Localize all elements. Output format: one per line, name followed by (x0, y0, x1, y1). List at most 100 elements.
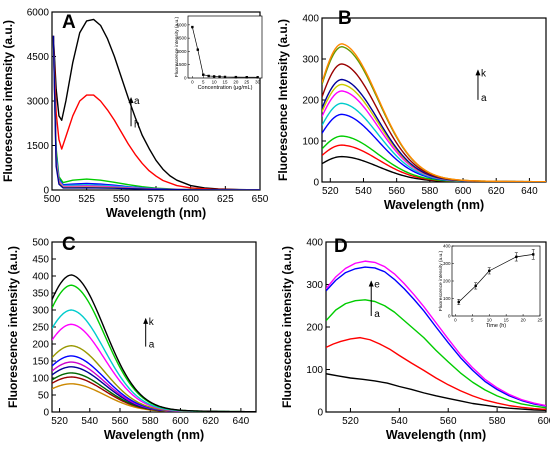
y-tick-label: 150 (32, 357, 49, 368)
x-tick-label: 560 (112, 416, 129, 427)
inset-line (192, 26, 258, 78)
y-tick-label: 200 (306, 323, 323, 334)
x-axis-label: Wavelength (nm) (384, 198, 484, 212)
trend-arrow-head (475, 69, 481, 76)
x-axis-label: Wavelength (nm) (104, 428, 204, 442)
arrow-label-top: e (374, 280, 380, 291)
inset-y-tick-label: 100 (443, 296, 451, 301)
panel-letter: A (62, 12, 76, 33)
y-tick-label: 3000 (27, 97, 50, 108)
inset-x-tick-label: 0 (191, 80, 194, 85)
inset-y-tick-label: 4500 (176, 36, 187, 41)
arrow-label-top: a (134, 96, 140, 107)
series-line-d-1 (326, 373, 546, 411)
x-tick-label: 520 (342, 416, 359, 427)
inset-data-point (207, 74, 210, 78)
x-tick-label: 575 (148, 194, 165, 205)
inset-y-tick-label: 400 (443, 244, 451, 249)
x-tick-label: 520 (51, 416, 68, 427)
x-tick-label: 625 (217, 194, 234, 205)
y-tick-label: 250 (32, 323, 49, 334)
series-line-b-11 (322, 43, 546, 182)
panel-letter: B (338, 8, 352, 29)
y-tick-label: 0 (43, 408, 49, 419)
arrow-label-bottom: a (374, 309, 380, 320)
inset-x-tick-label: 25 (537, 318, 543, 323)
inset-y-tick-label: 1500 (176, 62, 187, 67)
trend-arrow-head (143, 317, 149, 324)
curves-c (52, 274, 256, 412)
trend-arrow-head (128, 97, 134, 103)
inset-data-point (488, 269, 491, 273)
y-tick-label: 350 (32, 289, 49, 300)
inset-x-axis-label: Concentration (μg/mL) (198, 85, 253, 91)
series-line-d-4 (326, 266, 546, 407)
series-line-c-11 (52, 274, 256, 412)
y-axis-label: Fluorescence intensity (a.u.) (1, 20, 15, 182)
panel-c: 520 540 560 580 600 620 640 0 50 100 150 200 250 300 3… (6, 234, 257, 442)
curves-b (322, 43, 546, 182)
inset-data-point (191, 25, 194, 29)
x-tick-label: 640 (521, 186, 538, 197)
inset-data-point (212, 75, 216, 78)
inset-chart-d: 0 5 10 15 20 25 0 100 200 300 400 Time (h) Fluoresce… (438, 244, 543, 330)
x-tick-label: 650 (252, 194, 269, 205)
inset-y-tick-label: 0 (448, 314, 451, 319)
y-tick-label: 6000 (27, 8, 50, 19)
x-tick-label: 620 (202, 416, 219, 427)
inset-data-point (245, 76, 248, 79)
series-line-d-3 (326, 299, 546, 409)
inset-frame (451, 245, 541, 317)
inset-y-tick-label: 0 (184, 76, 187, 81)
y-tick-label: 0 (317, 408, 323, 419)
inset-y-tick-label: 3000 (176, 49, 187, 54)
x-tick-label: 600 (172, 416, 189, 427)
inset-y-tick-label: 200 (443, 279, 451, 284)
inset-x-tick-label: 10 (212, 80, 218, 85)
y-tick-label: 400 (302, 14, 319, 25)
y-tick-label: 450 (32, 255, 49, 266)
y-tick-label: 50 (38, 391, 50, 402)
inset-x-tick-label: 5 (471, 318, 474, 323)
arrow-label-top: k (149, 317, 155, 328)
inset-y-axis-label: Fluorescence intensity (a.u.) (438, 250, 444, 311)
inset-data-point (234, 75, 238, 79)
y-tick-label: 0 (313, 178, 319, 189)
x-tick-label: 580 (142, 416, 159, 427)
x-tick-label: 600 (455, 186, 472, 197)
inset-data-point (196, 48, 199, 51)
x-tick-label: 500 (44, 194, 61, 205)
x-tick-label: 600 (538, 416, 550, 427)
series-line-d-5 (326, 260, 546, 407)
inset-x-tick-label: 5 (202, 80, 205, 85)
inset-x-tick-label: 20 (233, 80, 239, 85)
curves-d (326, 260, 546, 411)
x-tick-label: 600 (182, 194, 199, 205)
y-tick-label: 100 (32, 374, 49, 385)
inset-data-point (457, 300, 460, 304)
y-tick-label: 300 (32, 306, 49, 317)
panel-b: 520 540 560 580 600 620 640 0 100 200 300 400 Wavele… (276, 8, 547, 212)
series-line-a-8 (52, 35, 260, 190)
curves-a (52, 18, 260, 190)
inset-chart-a: 0 5 10 15 20 25 30 0 1500 3000 4500 6000 Concentrati… (174, 15, 263, 91)
inset-x-tick-label: 30 (255, 80, 261, 85)
y-tick-label: 200 (32, 340, 49, 351)
y-tick-label: 100 (302, 137, 319, 148)
x-tick-label: 640 (233, 416, 250, 427)
panel-a: 500 525 550 575 600 625 65001500300045006000Wa… (1, 8, 269, 221)
y-tick-label: 200 (302, 96, 319, 107)
inset-x-tick-label: 10 (487, 318, 493, 323)
y-tick-label: 400 (306, 238, 323, 249)
inset-frame (187, 15, 263, 79)
inset-y-tick-label: 300 (443, 261, 451, 266)
x-tick-label: 620 (488, 186, 505, 197)
x-tick-label: 580 (422, 186, 439, 197)
x-tick-label: 580 (489, 416, 506, 427)
x-tick-label: 520 (322, 186, 339, 197)
panel-letter: C (62, 234, 76, 255)
panel-letter: D (334, 236, 348, 257)
series-line-a-2 (52, 35, 260, 190)
